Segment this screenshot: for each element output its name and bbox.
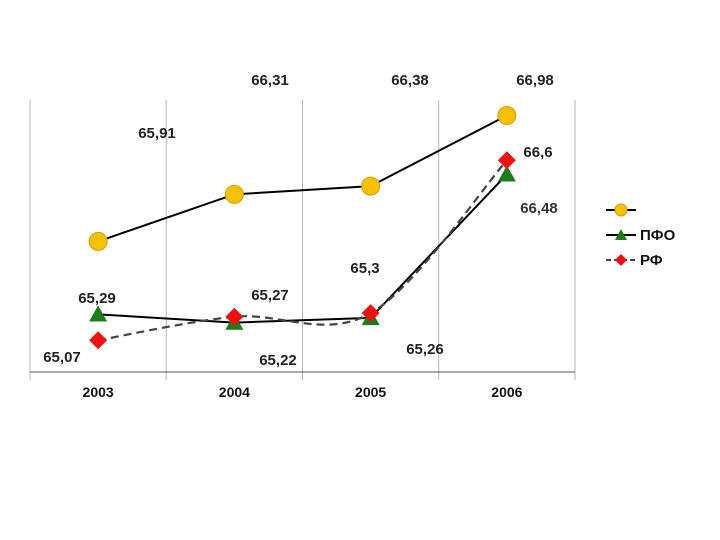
point-marker-circle [497, 106, 517, 126]
legend-label: ПФО [640, 227, 676, 244]
x-tick-label: 2004 [219, 384, 250, 400]
point-marker-diamond [497, 151, 516, 170]
legend-item [606, 203, 636, 217]
data-label: 65,22 [259, 352, 297, 369]
data-label: 65,91 [138, 125, 176, 142]
data-label: 66,48 [520, 200, 558, 217]
x-tick-label: 2003 [83, 384, 114, 400]
point-marker-diamond [225, 307, 244, 326]
series-1 [88, 106, 517, 251]
legend-marker [614, 203, 628, 217]
series-line [97, 159, 508, 342]
legend-marker [615, 254, 627, 266]
legend: ПФО РФ [606, 203, 676, 269]
data-label: 65,3 [350, 260, 379, 277]
data-label: 66,6 [523, 144, 552, 161]
point-marker-circle [361, 176, 381, 196]
point-marker-diamond [361, 304, 380, 323]
legend-label: РФ [640, 252, 663, 269]
series-line [98, 173, 508, 324]
point-marker-circle [88, 231, 108, 251]
point-marker-triangle [497, 165, 516, 182]
vertical-gridlines [29, 100, 576, 380]
data-label: 65,07 [43, 349, 81, 366]
data-label: 65,27 [251, 287, 289, 304]
data-label: 65,26 [406, 341, 444, 358]
data-label: 66,98 [516, 72, 554, 89]
point-marker-diamond [89, 331, 108, 350]
data-labels: 65,91 66,31 66,38 66,98 65,29 65,22 65,26 66,48… [43, 72, 559, 369]
point-marker-circle [224, 184, 244, 204]
x-tick-label: 2005 [355, 384, 386, 400]
legend-marker [615, 229, 627, 240]
point-marker-triangle [89, 305, 108, 322]
series-3 [89, 151, 516, 350]
series-line [97, 114, 508, 243]
x-tick-label: 2006 [491, 384, 522, 400]
series-layer [88, 106, 517, 350]
legend-item: ПФО [606, 227, 676, 244]
data-label: 66,38 [391, 72, 429, 89]
data-label: 65,29 [78, 290, 116, 307]
x-tick-labels: 2003 2004 2005 2006 [83, 384, 523, 400]
data-label: 66,31 [251, 72, 289, 89]
legend-item: РФ [606, 252, 663, 269]
